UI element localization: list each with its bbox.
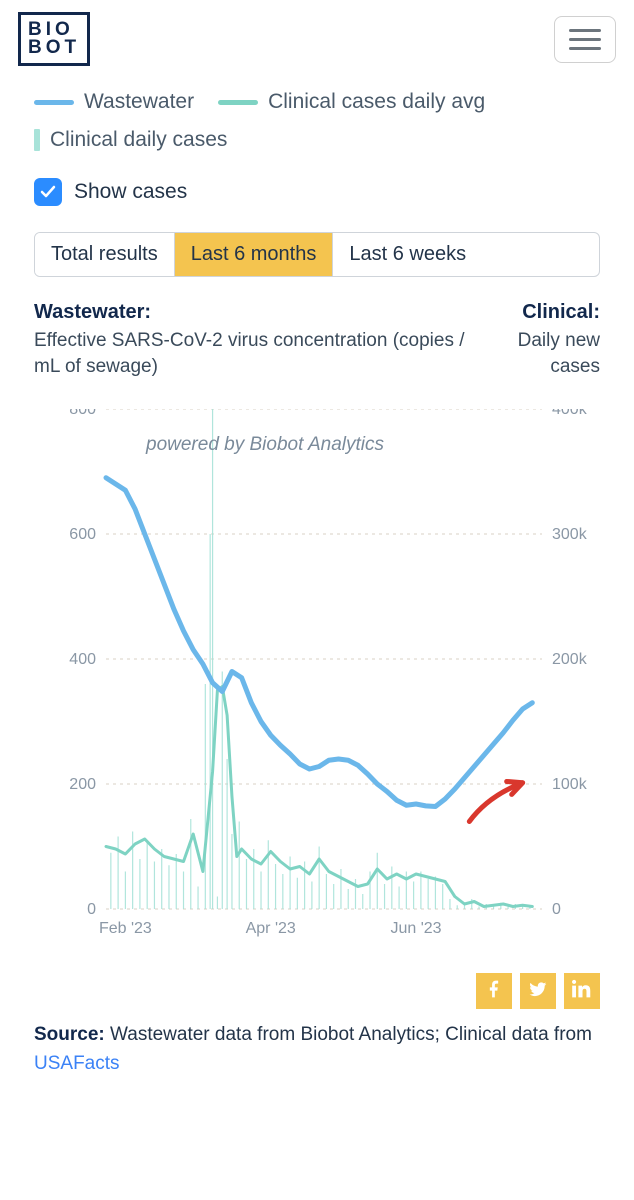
svg-text:400k: 400k (552, 409, 588, 418)
svg-text:100k: 100k (552, 776, 588, 793)
svg-text:Feb '23: Feb '23 (99, 920, 152, 937)
svg-text:0: 0 (552, 901, 561, 918)
twitter-icon (528, 979, 548, 1004)
tab-last-6-weeks[interactable]: Last 6 weeks (333, 233, 482, 276)
legend-swatch-line (218, 100, 258, 105)
legend-label: Clinical daily cases (50, 128, 227, 152)
legend-wastewater: Wastewater (34, 90, 194, 114)
legend-clinical-bars: Clinical daily cases (34, 128, 600, 152)
axis-left-sub: Effective SARS-CoV-2 virus concentration… (34, 328, 472, 379)
svg-text:400: 400 (69, 651, 96, 668)
chart-svg: 0 0 200 100k 400 200k 600 300k 800 400k Feb '23 Apr… (34, 409, 600, 959)
svg-text:Apr '23: Apr '23 (246, 920, 296, 937)
logo-line2: BOT (28, 39, 80, 57)
source-body: Wastewater data from Biobot Analytics; C… (105, 1024, 592, 1045)
tab-total-results[interactable]: Total results (35, 233, 175, 276)
share-linkedin-button[interactable] (564, 973, 600, 1009)
share-twitter-button[interactable] (520, 973, 556, 1009)
hamburger-bar-icon (569, 29, 601, 32)
chart-container: powered by Biobot Analytics 0 0 200 100k 400… (34, 409, 600, 959)
source-link[interactable]: USAFacts (34, 1053, 120, 1074)
svg-text:300k: 300k (552, 526, 588, 543)
axis-right-sub: Daily new cases (492, 328, 600, 379)
hamburger-bar-icon (569, 38, 601, 41)
svg-text:200k: 200k (552, 651, 588, 668)
time-range-tabs: Total resultsLast 6 monthsLast 6 weeks (34, 232, 600, 277)
axis-right-head: Clinical: (492, 301, 600, 324)
source-label: Source: (34, 1024, 105, 1045)
axis-right-col: Clinical: Daily new cases (492, 301, 600, 379)
show-cases-checkbox[interactable] (34, 178, 62, 206)
hamburger-bar-icon (569, 47, 601, 50)
chart-legend: Wastewater Clinical cases daily avg Clin… (34, 90, 600, 152)
show-cases-row: Show cases (34, 178, 600, 206)
legend-label: Wastewater (84, 90, 194, 114)
social-share-row (34, 973, 600, 1009)
legend-label: Clinical cases daily avg (268, 90, 485, 114)
brand-logo[interactable]: BIO BOT (18, 12, 90, 66)
svg-text:Jun '23: Jun '23 (390, 920, 441, 937)
tab-last-6-months[interactable]: Last 6 months (175, 233, 334, 276)
legend-swatch-line (34, 100, 74, 105)
axis-left-col: Wastewater: Effective SARS-CoV-2 virus c… (34, 301, 472, 379)
source-text: Source: Wastewater data from Biobot Anal… (34, 1021, 600, 1078)
svg-text:600: 600 (69, 526, 96, 543)
svg-text:800: 800 (69, 409, 96, 418)
show-cases-label: Show cases (74, 180, 187, 204)
check-icon (40, 184, 56, 200)
powered-by-text: powered by Biobot Analytics (146, 434, 384, 456)
legend-swatch-bar (34, 129, 40, 151)
svg-text:200: 200 (69, 776, 96, 793)
menu-button[interactable] (554, 16, 616, 63)
axis-left-head: Wastewater: (34, 301, 472, 324)
facebook-icon (484, 979, 504, 1004)
linkedin-icon (572, 979, 592, 1004)
share-facebook-button[interactable] (476, 973, 512, 1009)
axis-titles: Wastewater: Effective SARS-CoV-2 virus c… (34, 301, 600, 379)
legend-clinical-avg: Clinical cases daily avg (218, 90, 485, 114)
svg-text:0: 0 (87, 901, 96, 918)
